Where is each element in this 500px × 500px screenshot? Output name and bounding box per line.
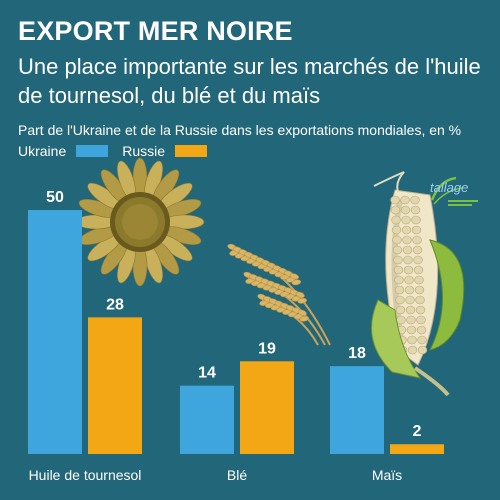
legend-swatch-ukraine	[76, 145, 109, 157]
category-label-2: Maïs	[372, 467, 402, 483]
legend-swatch-russie	[175, 145, 208, 157]
labels-group: 50 28 Huile de tournesol 14 19 Blé 18 2 Maïs	[29, 189, 422, 483]
bar-ukraine-2	[330, 366, 384, 454]
wheat-icon	[227, 243, 331, 346]
value-label-ukraine-1: 14	[198, 365, 216, 382]
legend-label-ukraine: Ukraine	[18, 143, 67, 159]
chart-title: EXPORT MER NOIRE	[18, 16, 293, 46]
logo-text: tallage	[430, 180, 468, 195]
chart-caption: Part de l'Ukraine et de la Russie dans l…	[18, 122, 462, 138]
legend: Ukraine Russie	[18, 143, 221, 159]
bar-russie-0	[88, 317, 142, 454]
tallage-logo-icon: tallage	[430, 176, 478, 206]
category-label-1: Blé	[227, 467, 247, 483]
chart-subtitle: Une place importante sur les marchés de …	[18, 54, 481, 108]
category-label-0: Huile de tournesol	[29, 467, 142, 483]
value-label-ukraine-2: 18	[348, 345, 366, 362]
value-label-russie-2: 2	[413, 423, 422, 440]
value-label-ukraine-0: 50	[46, 189, 64, 206]
bars-group	[28, 210, 444, 454]
value-label-russie-0: 28	[106, 296, 124, 313]
bar-ukraine-0	[28, 210, 82, 454]
bar-russie-1	[240, 361, 294, 454]
bar-ukraine-1	[180, 385, 234, 454]
bar-russie-2	[390, 444, 444, 454]
sunflower-icon	[75, 157, 205, 287]
value-label-russie-1: 19	[258, 340, 276, 357]
corn-icon	[371, 171, 465, 397]
legend-label-russie: Russie	[122, 143, 166, 159]
